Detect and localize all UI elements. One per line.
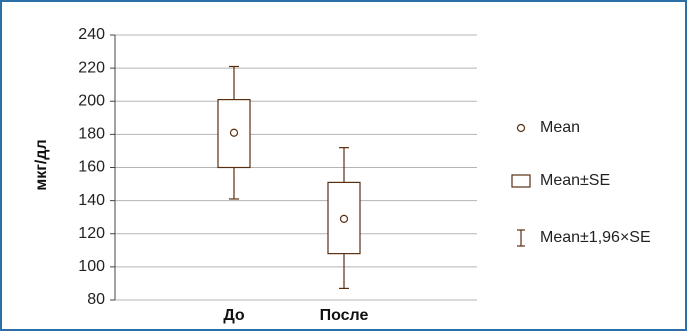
mean-point xyxy=(339,214,349,223)
y-tick-label: 140 xyxy=(78,192,105,209)
box-group xyxy=(217,65,251,200)
category-label: После xyxy=(320,307,369,324)
box-group xyxy=(327,147,361,290)
y-tick-label: 240 xyxy=(78,26,105,43)
category-label: До xyxy=(223,307,245,324)
y-tick-label: 80 xyxy=(87,291,105,308)
boxes xyxy=(217,65,361,290)
y-tick-label: 160 xyxy=(78,159,105,176)
legend-item: Mean±SE xyxy=(511,172,610,189)
legend: Mean Mean±SE Mean±1,96×SE xyxy=(511,119,651,247)
y-tick-label: 220 xyxy=(78,59,105,76)
legend-label: Mean±SE xyxy=(540,172,610,189)
legend-label: Mean xyxy=(540,119,580,136)
category-labels: До После xyxy=(223,307,368,324)
y-tick-label: 180 xyxy=(78,126,105,143)
y-tick-label: 100 xyxy=(78,258,105,275)
legend-item: Mean±1,96×SE xyxy=(517,229,651,247)
legend-mean-symbol xyxy=(516,123,526,133)
y-tick-label: 200 xyxy=(78,92,105,109)
y-tick-labels: 80 100 120 140 160 180 200 220 240 xyxy=(78,26,105,308)
y-tick-label: 120 xyxy=(78,225,105,242)
y-axis-label: мкг/дл xyxy=(33,139,50,190)
legend-label: Mean±1,96×SE xyxy=(540,229,651,246)
grid-lines xyxy=(110,34,477,301)
legend-item: Mean xyxy=(516,119,580,136)
legend-se-box-symbol xyxy=(511,174,531,188)
mean-point xyxy=(229,128,239,137)
